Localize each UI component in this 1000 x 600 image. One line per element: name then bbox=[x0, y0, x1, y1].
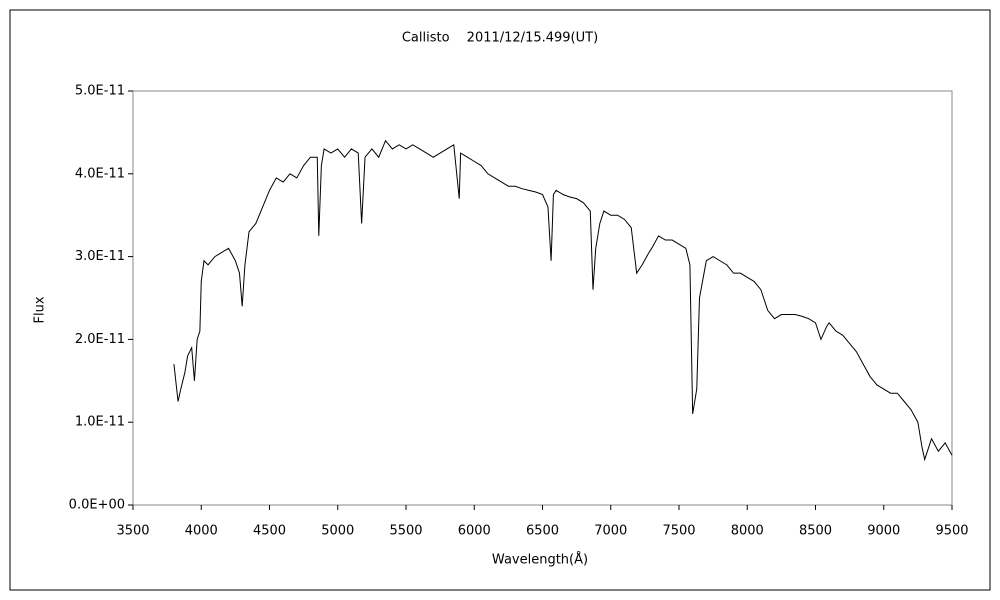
x-tick-label: 6500 bbox=[526, 524, 559, 539]
y-tick-label: 0.0E+00 bbox=[69, 498, 125, 513]
x-tick-label: 4000 bbox=[185, 524, 218, 539]
y-tick-label: 2.0E-11 bbox=[75, 332, 125, 347]
plot-area bbox=[132, 90, 953, 506]
x-tick-label: 7500 bbox=[662, 524, 695, 539]
y-axis-label: Flux bbox=[33, 296, 48, 323]
x-tick-label: 3500 bbox=[116, 524, 149, 539]
x-axis-label: Wavelength(Å) bbox=[492, 552, 588, 568]
y-tick-label: 4.0E-11 bbox=[75, 166, 125, 181]
chart-title: Callisto 2011/12/15.499(UT) bbox=[402, 31, 598, 46]
x-tick-label: 5500 bbox=[389, 524, 422, 539]
x-tick-label: 4500 bbox=[253, 524, 286, 539]
y-tick-label: 5.0E-11 bbox=[75, 84, 125, 99]
x-tick-label: 7000 bbox=[594, 524, 627, 539]
x-tick-label: 9000 bbox=[867, 524, 900, 539]
y-tick-label: 3.0E-11 bbox=[75, 249, 125, 264]
x-tick-label: 8500 bbox=[799, 524, 832, 539]
y-tick-label: 1.0E-11 bbox=[75, 415, 125, 430]
x-tick-label: 8000 bbox=[731, 524, 764, 539]
x-tick-label: 6000 bbox=[458, 524, 491, 539]
x-tick-label: 9500 bbox=[935, 524, 968, 539]
x-tick-label: 5000 bbox=[321, 524, 354, 539]
spectrum-line bbox=[173, 139, 953, 462]
